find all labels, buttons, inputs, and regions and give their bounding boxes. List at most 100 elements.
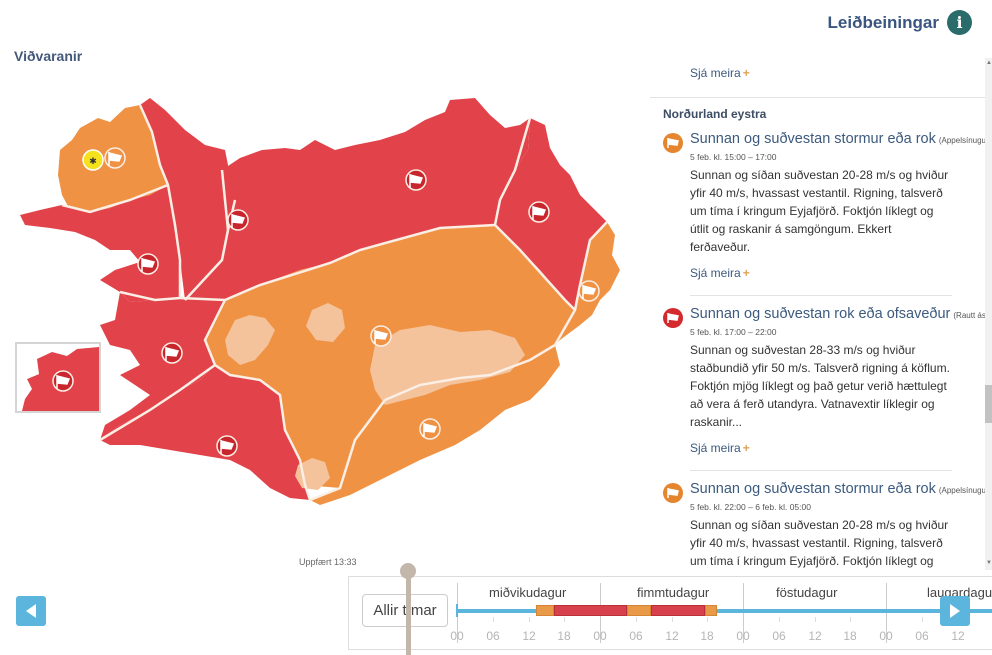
all-times-button[interactable]: Allir tímar	[362, 594, 448, 627]
hour-label: 06	[486, 629, 500, 643]
scrollbar-thumb[interactable]	[985, 385, 992, 423]
marker-red-faxafloi	[161, 342, 183, 364]
warning-item: Sunnan og suðvestan rok eða ofsaveður (Ra…	[650, 306, 988, 457]
previous-button[interactable]	[16, 596, 46, 626]
windsock-icon	[663, 308, 683, 328]
warnings-panel[interactable]: Sjá meira + Norðurland eystra Sunnan og s…	[650, 50, 988, 570]
play-button[interactable]	[940, 596, 970, 626]
marker-orange-sudausturland	[419, 418, 441, 440]
hour-label: 18	[557, 629, 571, 643]
timeline-segment-red[interactable]	[554, 605, 627, 616]
warning-title-row[interactable]: Sunnan og suðvestan stormur eða rok (Appe…	[690, 131, 988, 147]
timeline-segment-orange[interactable]	[705, 605, 717, 616]
region-nordurland	[185, 98, 530, 300]
region-breidafjordur	[20, 185, 180, 302]
warning-body: Sunnan og suðvestan 28-33 m/s og hviður …	[690, 343, 950, 429]
hour-tick	[707, 617, 708, 622]
help-label: Leiðbeiningar	[827, 12, 939, 32]
see-more-label: Sjá meira	[690, 266, 741, 280]
hour-label: 06	[772, 629, 786, 643]
hour-label: 12	[808, 629, 822, 643]
warning-level: (Rautt ástand)	[953, 311, 988, 320]
day-separator	[886, 583, 887, 643]
hour-label: 12	[665, 629, 679, 643]
warning-title: Sunnan og suðvestan stormur eða rok	[690, 131, 936, 147]
timeline-track[interactable]	[457, 609, 992, 613]
warning-item: Sunnan og suðvestan stormur eða rok (Appe…	[650, 481, 988, 570]
day-label: fimmtudagur	[637, 585, 710, 600]
hour-tick	[922, 617, 923, 622]
svg-text:✱: ✱	[89, 157, 97, 167]
region-title: Norðurland eystra	[663, 107, 767, 121]
marker-red-breidafjordur	[137, 253, 159, 275]
hour-label: 18	[843, 629, 857, 643]
hour-tick	[529, 617, 530, 622]
plus-icon: +	[742, 266, 750, 280]
marker-red-nordurland	[405, 169, 427, 191]
see-more-label: Sjá meira	[690, 66, 741, 80]
day-label: miðvikudagur	[489, 585, 567, 600]
marker-red-austurland	[528, 201, 550, 223]
marker-red-sudurland	[216, 435, 238, 457]
warning-title-row[interactable]: Sunnan og suðvestan rok eða ofsaveður (Ra…	[690, 306, 988, 322]
warning-body: Sunnan og síðan suðvestan 20-28 m/s og h…	[690, 168, 949, 254]
map-title: Viðvaranir	[14, 48, 83, 64]
day-label: föstudagur	[776, 585, 838, 600]
scroll-down-arrow-icon[interactable]: ▼	[986, 560, 992, 566]
divider	[650, 97, 986, 98]
hour-label: 00	[736, 629, 750, 643]
playhead-line[interactable]	[406, 574, 411, 655]
marker-orange-austfirdir	[578, 280, 600, 302]
marker-red-strandir	[227, 209, 249, 231]
help-link[interactable]: Leiðbeiningar i	[828, 10, 972, 35]
marker-yellow-vestfirdir: ✱	[82, 149, 104, 171]
hour-label: 00	[879, 629, 893, 643]
see-more-link[interactable]: Sjá meira +	[690, 66, 750, 80]
glacier-langjokull	[225, 315, 275, 365]
warning-title-row[interactable]: Sunnan og suðvestan stormur eða rok (Appe…	[690, 481, 988, 497]
hour-label: 06	[629, 629, 643, 643]
region-sudurland	[100, 365, 310, 500]
windsock-icon	[663, 483, 683, 503]
warning-title: Sunnan og suðvestan stormur eða rok	[690, 481, 936, 497]
region-strandir	[140, 98, 235, 300]
timeline-segment-red[interactable]	[651, 605, 705, 616]
hour-tick	[564, 617, 565, 622]
hour-tick	[672, 617, 673, 622]
warning-item: Sunnan og suðvestan stormur eða rok (Appe…	[650, 131, 988, 282]
warning-level: (Appelsínugult ástand)	[938, 136, 988, 145]
day-separator	[743, 583, 744, 643]
see-more-label: Sjá meira	[690, 441, 741, 455]
scroll-up-arrow-icon[interactable]: ▲	[986, 60, 992, 66]
divider	[690, 295, 952, 296]
warning-body: Sunnan og síðan suðvestan 20-28 m/s og h…	[690, 518, 949, 568]
timeline-segment-orange[interactable]	[627, 605, 651, 616]
playhead-handle[interactable]	[400, 563, 416, 579]
timeline[interactable]: Allir tímar miðvikudagur fimmtudagur fös…	[348, 576, 992, 650]
plus-icon: +	[742, 66, 750, 80]
warning-time: 5 feb. kl. 22:00 – 6 feb. kl. 05:00	[690, 502, 811, 512]
iceland-warning-map[interactable]: ✱	[0, 80, 640, 520]
panel-scrollbar[interactable]	[985, 58, 992, 570]
warning-time: 5 feb. kl. 17:00 – 22:00	[690, 327, 777, 337]
timeline-segment-orange[interactable]	[536, 605, 554, 616]
hour-label: 18	[700, 629, 714, 643]
marker-orange-vestfirdir	[104, 147, 126, 169]
hour-label: 12	[522, 629, 536, 643]
hour-tick	[636, 617, 637, 622]
warning-time: 5 feb. kl. 15:00 – 17:00	[690, 152, 777, 162]
hour-tick	[850, 617, 851, 622]
info-icon[interactable]: i	[947, 10, 972, 35]
hour-label: 00	[450, 629, 464, 643]
see-more-link[interactable]: Sjá meira +	[690, 266, 750, 280]
windsock-icon	[663, 133, 683, 153]
see-more-link[interactable]: Sjá meira +	[690, 441, 750, 455]
hour-label: 12	[951, 629, 965, 643]
warning-level: (Appelsínugult ástand)	[938, 486, 988, 495]
warning-title: Sunnan og suðvestan rok eða ofsaveður	[690, 306, 951, 322]
region-faxafloi	[100, 292, 225, 440]
play-icon	[950, 604, 960, 618]
capital-area-inset[interactable]	[15, 342, 101, 413]
updated-timestamp: Uppfært 13:33	[299, 557, 357, 567]
